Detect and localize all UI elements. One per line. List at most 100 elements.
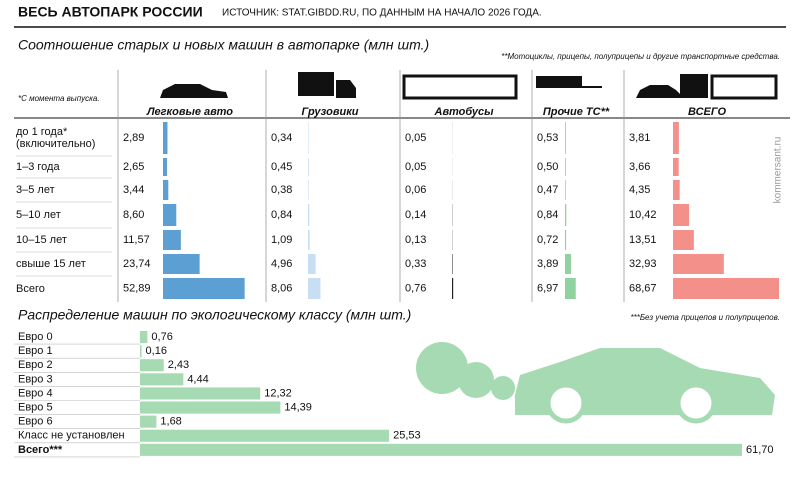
value-label: 0,33 [405,258,426,270]
car-icon [636,85,684,98]
bar [140,401,281,414]
row-label-box: 5–10 лет [16,209,61,221]
value-label: 0,16 [146,345,167,357]
value-label: 14,39 [284,401,312,413]
value-label: 0,84 [537,209,558,221]
chart-title: Распределение машин по экологическому кл… [18,307,411,323]
category-label: Евро 1 [18,345,53,357]
value-label: 25,53 [393,430,421,442]
value-label: 2,65 [123,161,144,173]
category-label: Евро 2 [18,359,53,371]
trailer-icon [536,76,582,88]
note: ***Без учета прицепов и полуприцепов. [630,313,780,322]
bar [673,278,779,299]
value-label: 0,38 [271,184,292,196]
value-label: 23,74 [123,258,151,270]
bar [308,254,316,274]
value-label: 4,44 [187,373,208,385]
category-label: Евро 6 [18,416,53,428]
value-label: 1,68 [160,416,181,428]
bar [673,230,694,250]
value-label: 61,70 [746,444,774,456]
value-label: 13,51 [629,234,657,246]
value-label: 1,09 [271,234,292,246]
truck-icon [680,74,708,98]
value-label: 0,84 [271,209,292,221]
value-label: 0,76 [405,282,426,294]
row-label-box: свыше 15 лет [16,258,86,270]
bar [140,415,157,428]
row-label: 5–10 лет [16,209,61,221]
bar [140,429,390,442]
title: ВЕСЬ АВТОПАРК РОССИИ [18,4,203,20]
row-label-box: 10–15 лет [16,234,67,246]
column-header: ВСЕГО [688,106,727,118]
category-label: Евро 4 [18,387,53,399]
value-label: 0,05 [405,161,426,173]
row-label-box: 1–3 года [16,161,60,173]
value-label: 3,44 [123,184,144,196]
wheel [545,382,587,424]
bar [140,359,164,372]
bar [163,278,245,299]
icons [160,72,778,100]
bar [308,180,309,200]
value-label: 3,89 [537,258,558,270]
bus-icon [402,74,518,100]
value-label: 8,06 [271,282,292,294]
category-label: Евро 3 [18,373,53,385]
bar [140,373,184,386]
trailer-icon [582,86,602,88]
bar [308,278,321,299]
value-label: 2,43 [168,359,189,371]
bar [308,122,309,154]
value-label: 4,35 [629,184,650,196]
bar [163,204,177,226]
note: **Мотоциклы, прицепы, полуприцепы и друг… [501,52,780,61]
category-label: Класс не установлен [18,430,125,442]
row-label: 10–15 лет [16,234,67,246]
value-label: 0,13 [405,234,426,246]
bar [565,204,567,226]
truck-icon [298,72,334,96]
bar [565,158,566,176]
column-header: Автобусы [434,106,495,118]
bar [565,254,572,274]
value-label: 10,42 [629,209,657,221]
bar [673,122,679,154]
value-label: 4,96 [271,258,292,270]
bar [452,254,453,274]
row-label: 3–5 лет [16,184,55,196]
value-label: 0,72 [537,234,558,246]
watermark: kommersant.ru [773,137,784,204]
value-label: 68,67 [629,282,657,294]
value-label: 0,06 [405,184,426,196]
value-label: 0,76 [151,331,172,343]
bar [140,443,742,456]
row-label-box: Всего [16,283,45,295]
smoke [416,342,468,394]
truck-icon [336,80,356,98]
row-label: свыше 15 лет [16,258,86,270]
value-label: 3,81 [629,132,650,144]
value-label: 0,53 [537,132,558,144]
note: *С момента выпуска. [18,94,100,103]
bar [140,345,142,358]
category-label: Евро 5 [18,401,53,413]
value-label: 6,97 [537,282,558,294]
chart-title: Соотношение старых и новых машин в автоп… [18,37,429,53]
bar [673,254,724,274]
bar [673,204,690,226]
bar [565,122,566,154]
bar [140,331,148,344]
row-label: до 1 года* (включительно) [16,126,96,150]
value-label: 2,89 [123,132,144,144]
value-label: 0,14 [405,209,426,221]
bar [163,180,169,200]
value-label: 0,34 [271,132,292,144]
bar [452,278,454,299]
bar [163,230,181,250]
column-header: Прочие ТС** [543,106,610,118]
